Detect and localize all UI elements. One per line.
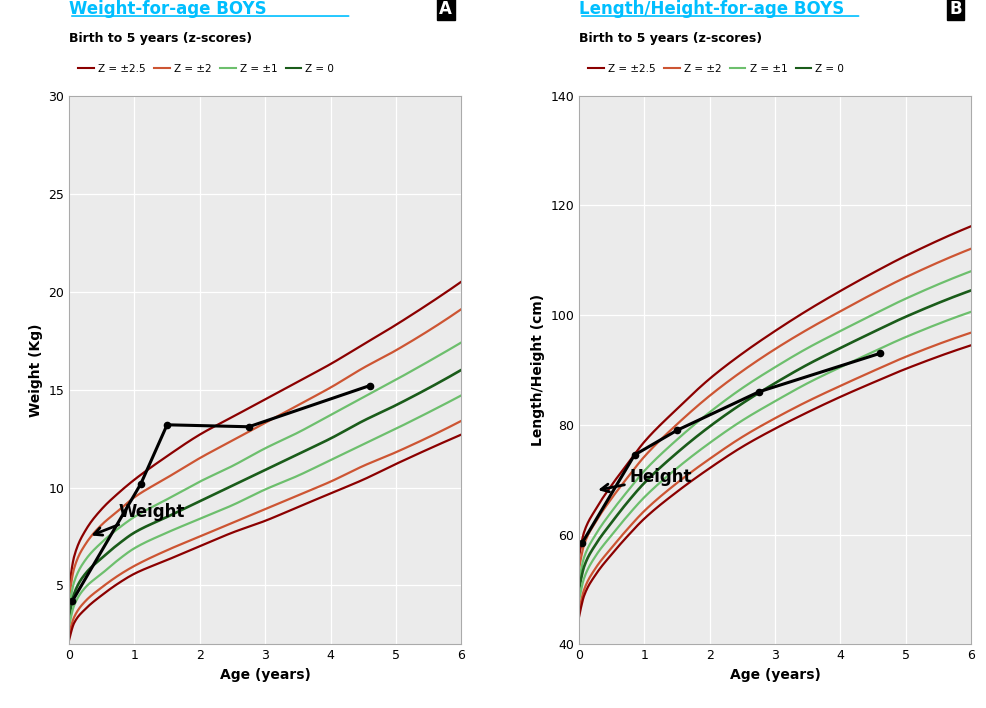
X-axis label: Age (years): Age (years) (730, 668, 820, 682)
Text: A: A (439, 0, 452, 18)
Text: Birth to 5 years (z-scores): Birth to 5 years (z-scores) (69, 33, 252, 45)
Text: B: B (950, 0, 961, 18)
Text: Height: Height (601, 469, 692, 492)
Legend: Z = ±2.5, Z = ±2, Z = ±1, Z = 0: Z = ±2.5, Z = ±2, Z = ±1, Z = 0 (74, 59, 338, 78)
Legend: Z = ±2.5, Z = ±2, Z = ±1, Z = 0: Z = ±2.5, Z = ±2, Z = ±1, Z = 0 (584, 59, 848, 78)
Y-axis label: Length/Height (cm): Length/Height (cm) (530, 294, 544, 446)
Text: Weight-for-age BOYS: Weight-for-age BOYS (69, 0, 266, 18)
Text: Weight: Weight (94, 503, 184, 535)
Text: Birth to 5 years (z-scores): Birth to 5 years (z-scores) (579, 33, 762, 45)
Y-axis label: Weight (Kg): Weight (Kg) (29, 323, 42, 417)
Text: Length/Height-for-age BOYS: Length/Height-for-age BOYS (579, 0, 844, 18)
X-axis label: Age (years): Age (years) (220, 668, 311, 682)
